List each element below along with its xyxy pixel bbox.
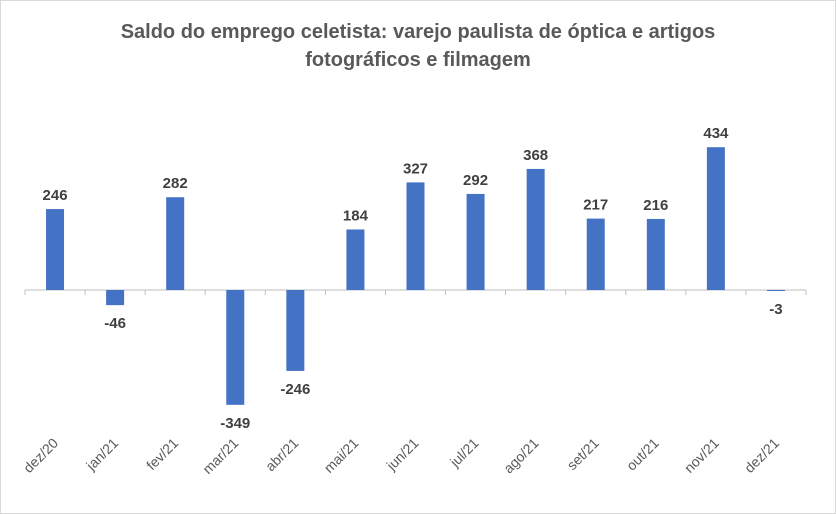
bar-set/21 [586, 218, 605, 290]
x-tick-label-out/21: out/21 [623, 435, 662, 474]
chart-title-line-2: fotográficos e filmagem [305, 49, 531, 71]
bar-dez/21 [766, 290, 785, 291]
data-label-jun/21: 327 [403, 160, 428, 177]
bar-mai/21 [346, 229, 365, 290]
data-label-out/21: 216 [643, 197, 668, 214]
chart-title: Saldo do emprego celetista: varejo pauli… [0, 18, 836, 74]
x-tick-label-mar/21: mar/21 [199, 435, 241, 477]
bar-fev/21 [166, 197, 185, 290]
bar-out/21 [646, 218, 665, 290]
data-label-jan/21: -46 [104, 315, 126, 332]
data-label-abr/21: -246 [280, 381, 310, 398]
bar-abr/21 [286, 290, 305, 371]
x-tick-label-jun/21: jun/21 [383, 435, 422, 474]
data-label-fev/21: 282 [163, 175, 188, 192]
x-tick-label-mai/21: mai/21 [321, 435, 362, 476]
x-tick-label-abr/21: abr/21 [262, 435, 302, 475]
data-label-mai/21: 184 [343, 207, 369, 224]
data-label-ago/21: 368 [523, 147, 548, 164]
bar-nov/21 [706, 147, 725, 290]
data-label-dez/20: 246 [43, 187, 68, 204]
x-tick-label-dez/20: dez/20 [20, 435, 61, 476]
x-tick-label-jul/21: jul/21 [446, 435, 482, 471]
data-label-dez/21: -3 [769, 301, 782, 318]
bar-ago/21 [526, 168, 545, 290]
x-tick-label-ago/21: ago/21 [500, 435, 542, 477]
x-tick-label-jan/21: jan/21 [82, 435, 121, 474]
data-label-set/21: 217 [583, 197, 608, 214]
x-tick-label-fev/21: fev/21 [143, 435, 181, 473]
bar-jan/21 [106, 290, 125, 306]
x-tick-label-dez/21: dez/21 [741, 435, 782, 476]
data-label-jul/21: 292 [463, 172, 488, 189]
bar-jun/21 [406, 182, 425, 290]
x-tick-label-nov/21: nov/21 [681, 435, 722, 476]
data-label-mar/21: -349 [220, 415, 250, 432]
data-label-nov/21: 434 [703, 125, 729, 142]
bar-dez/20 [46, 209, 65, 290]
bar-jul/21 [466, 193, 485, 290]
chart-title-line-1: Saldo do emprego celetista: varejo pauli… [120, 21, 716, 43]
bar-mar/21 [226, 290, 245, 405]
x-tick-label-set/21: set/21 [564, 435, 602, 473]
